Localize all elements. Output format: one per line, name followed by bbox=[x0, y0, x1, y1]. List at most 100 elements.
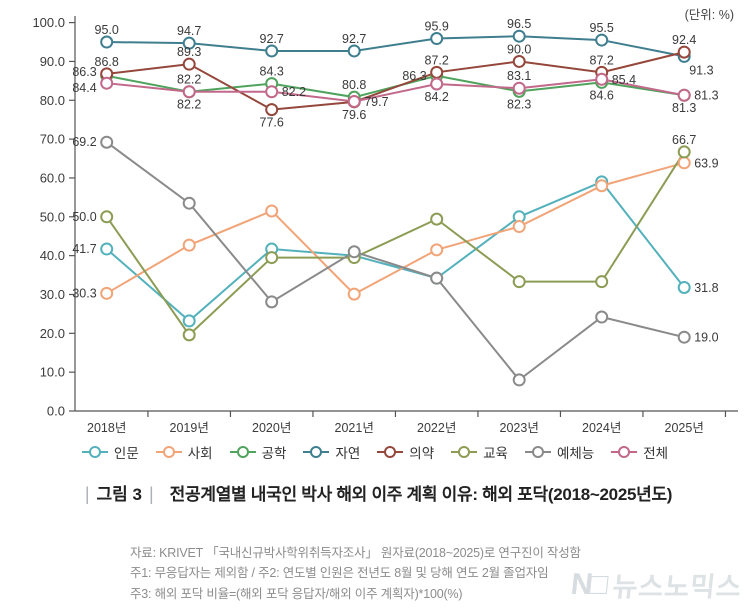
footnote-note3: 주3: 해외 포닥 비율=(해외 포닥 응답자/해외 이주 계획자)*100(%… bbox=[130, 586, 463, 601]
data-point bbox=[182, 328, 196, 342]
data-point bbox=[512, 29, 526, 43]
series-education-points bbox=[100, 145, 691, 342]
data-point bbox=[100, 242, 114, 256]
data-label: 92.7 bbox=[342, 32, 366, 46]
data-label: 87.2 bbox=[590, 53, 614, 67]
data-point bbox=[430, 212, 444, 226]
data-label: 81.3 bbox=[672, 101, 696, 115]
legend-label: 공학 bbox=[261, 446, 287, 461]
legend-item-natural: 자연 bbox=[303, 442, 360, 462]
data-label: 87.2 bbox=[425, 53, 449, 67]
x-tick-label: 2019년 bbox=[170, 421, 209, 435]
data-label: 84.4 bbox=[72, 81, 96, 95]
figure-title: 전공계열별 내국인 박사 해외 이주 계획 이유: 해외 포닥(2018~202… bbox=[169, 485, 673, 504]
data-label: 83.1 bbox=[507, 69, 531, 83]
series-arts-pe-line bbox=[106, 141, 685, 382]
series-total-labels: 84.4 82.2 82.2 79.7 84.2 83.1 85.4 81.3 bbox=[72, 69, 718, 111]
y-tick-label: 100.0 bbox=[32, 15, 65, 30]
data-label: 92.4 bbox=[672, 33, 696, 47]
data-point bbox=[265, 103, 279, 117]
legend: 인문 사회 공학 자연 의약 교육 예체능 전체 bbox=[0, 442, 750, 462]
caption-bar-right: | bbox=[148, 484, 154, 504]
legend-marker-icon bbox=[81, 446, 108, 458]
data-point bbox=[430, 32, 444, 46]
series-natural-line bbox=[106, 35, 685, 58]
series-education-line bbox=[105, 151, 686, 337]
legend-marker-icon bbox=[155, 446, 182, 458]
data-label: 79.7 bbox=[364, 95, 388, 109]
data-point bbox=[265, 251, 279, 265]
data-point bbox=[100, 76, 114, 90]
data-point bbox=[265, 44, 279, 58]
watermark-text: 뉴스노믹스 bbox=[610, 572, 744, 602]
legend-item-social: 사회 bbox=[155, 442, 213, 462]
legend-label: 인문 bbox=[113, 446, 139, 461]
data-label: 84.6 bbox=[590, 88, 614, 102]
legend-label: 예체능 bbox=[556, 446, 595, 461]
data-label: 90.0 bbox=[507, 42, 531, 56]
legend-marker-icon bbox=[524, 446, 551, 458]
legend-label: 전체 bbox=[643, 446, 669, 461]
legend-item-engineering: 공학 bbox=[229, 442, 287, 462]
data-point bbox=[677, 45, 691, 59]
series-social-labels: 30.3 63.9 bbox=[72, 156, 718, 300]
data-label: 30.3 bbox=[72, 286, 96, 300]
data-point bbox=[265, 204, 279, 218]
data-label: 79.6 bbox=[342, 108, 366, 122]
data-label: 95.9 bbox=[425, 20, 449, 34]
data-point bbox=[182, 238, 196, 252]
data-point bbox=[347, 94, 361, 108]
x-tick-label: 2024년 bbox=[582, 421, 621, 435]
x-axis-labels: 2018년 2019년 2020년 2021년 2022년 2023년 2024년 2025년 bbox=[87, 421, 704, 435]
line-chart: 0.0 10.0 20.0 30.0 40.0 50.0 60.0 70.0 80.0 90.0 1… bbox=[32, 15, 738, 435]
legend-label: 교육 bbox=[483, 446, 508, 461]
data-point bbox=[677, 88, 691, 102]
series-arts-pe-points bbox=[100, 135, 691, 387]
y-tick-label: 90.0 bbox=[40, 54, 65, 69]
data-label: 77.6 bbox=[260, 116, 284, 130]
data-point bbox=[182, 57, 196, 71]
figure-number: 그림 3 bbox=[96, 485, 142, 504]
series-education-labels: 50.0 66.7 bbox=[72, 133, 696, 224]
data-label: 82.2 bbox=[177, 73, 201, 87]
data-point bbox=[512, 275, 526, 289]
caption-bar-left: | bbox=[84, 484, 90, 504]
data-label: 41.7 bbox=[72, 242, 96, 256]
data-point bbox=[677, 330, 691, 344]
data-point bbox=[347, 44, 361, 58]
data-label: 82.2 bbox=[177, 98, 201, 112]
series-humanities-line bbox=[106, 180, 685, 323]
data-point bbox=[100, 286, 114, 300]
data-point bbox=[100, 35, 114, 49]
data-label: 84.3 bbox=[260, 65, 284, 79]
data-point bbox=[430, 271, 444, 285]
data-label: 82.3 bbox=[507, 97, 531, 111]
data-point bbox=[595, 72, 609, 86]
series-social-line bbox=[106, 161, 685, 296]
data-label: 19.0 bbox=[694, 331, 718, 345]
x-tick-label: 2018년 bbox=[87, 421, 126, 435]
data-point bbox=[347, 245, 361, 259]
data-label: 91.3 bbox=[689, 63, 713, 77]
unit-label: (단위: %) bbox=[684, 8, 734, 22]
legend-label: 사회 bbox=[187, 446, 213, 461]
data-label: 80.8 bbox=[342, 78, 366, 92]
footnote-note1-note2: 주1: 무응답자는 제외함 / 주2: 연도별 인원은 전년도 8월 및 당해 … bbox=[130, 566, 549, 581]
x-tick-label: 2023년 bbox=[500, 421, 539, 435]
data-label: 63.9 bbox=[694, 156, 718, 170]
legend-marker-icon bbox=[303, 446, 330, 458]
series-medicine-labels: 86.8 89.3 77.6 79.6 87.2 90.0 87.2 92.4 bbox=[95, 33, 697, 129]
chart-area: 0.0 10.0 20.0 30.0 40.0 50.0 60.0 70.0 80.0 90.0 1… bbox=[0, 8, 750, 462]
data-label: 81.3 bbox=[694, 89, 718, 103]
series-total-points bbox=[100, 72, 691, 108]
data-label: 31.8 bbox=[694, 281, 718, 295]
series-total-line bbox=[106, 78, 685, 103]
data-point bbox=[595, 275, 609, 289]
legend-marker-icon bbox=[229, 446, 256, 458]
watermark-logo-icon: N□ bbox=[569, 567, 607, 601]
data-point bbox=[430, 65, 444, 79]
legend-item-education: 교육 bbox=[451, 442, 508, 462]
y-tick-label: 20.0 bbox=[40, 326, 65, 341]
y-tick-label: 40.0 bbox=[40, 248, 65, 263]
axes bbox=[69, 16, 738, 417]
